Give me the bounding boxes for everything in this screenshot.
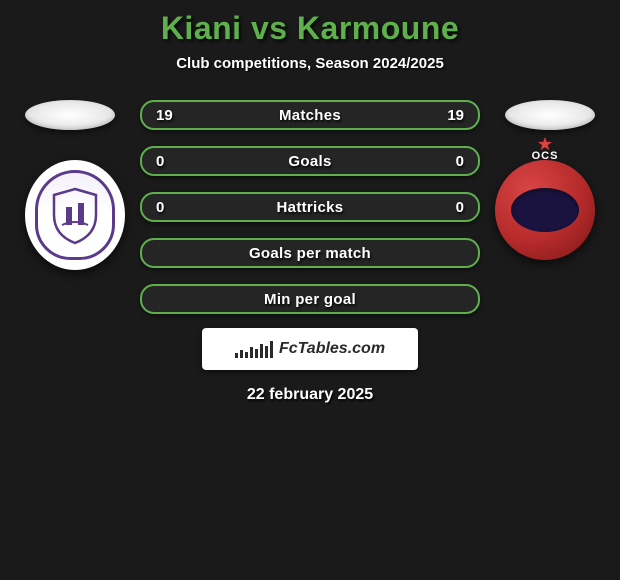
- team-right-badge-inner: [511, 188, 579, 232]
- logo-bar: [245, 352, 248, 358]
- subtitle: Club competitions, Season 2024/2025: [176, 55, 444, 72]
- stat-label: Matches: [279, 107, 341, 124]
- team-right-badge: ★ OCS: [495, 160, 595, 260]
- main-row: 19 Matches 19 0 Goals 0 0 Hattricks 0 Goals per m…: [0, 100, 620, 314]
- ellipse-marker-right: [505, 100, 595, 130]
- team-left-badge-inner: [35, 170, 115, 260]
- shield-icon: [48, 185, 102, 245]
- bar-chart-icon: [235, 340, 273, 358]
- stat-bar-goals-per-match: Goals per match: [140, 238, 480, 268]
- stat-bar-min-per-goal: Min per goal: [140, 284, 480, 314]
- logo-bar: [255, 349, 258, 358]
- comparison-date: 22 february 2025: [247, 386, 373, 404]
- page-title: Kiani vs Karmoune: [161, 10, 459, 47]
- stat-label: Goals per match: [249, 245, 371, 262]
- team-left-column: [15, 100, 135, 270]
- logo-bar: [235, 353, 238, 358]
- team-left-badge: [25, 160, 125, 270]
- stat-right-value: 19: [447, 107, 464, 124]
- logo-bar: [240, 350, 243, 358]
- stat-bar-hattricks: 0 Hattricks 0: [140, 192, 480, 222]
- stat-left-value: 0: [156, 199, 164, 216]
- brand-name: FcTables.com: [279, 340, 385, 358]
- stat-left-value: 0: [156, 153, 164, 170]
- stat-right-value: 0: [456, 199, 464, 216]
- stat-label: Hattricks: [277, 199, 344, 216]
- stat-right-value: 0: [456, 153, 464, 170]
- stat-label: Goals: [288, 153, 331, 170]
- stat-left-value: 19: [156, 107, 173, 124]
- stats-column: 19 Matches 19 0 Goals 0 0 Hattricks 0 Goals per m…: [135, 100, 485, 314]
- brand-logo[interactable]: FcTables.com: [202, 328, 418, 370]
- team-right-column: ★ OCS: [485, 100, 605, 260]
- stat-bar-goals: 0 Goals 0: [140, 146, 480, 176]
- team-right-badge-text: OCS: [532, 150, 559, 162]
- logo-bar: [265, 346, 268, 358]
- logo-bar: [250, 347, 253, 358]
- stat-label: Min per goal: [264, 291, 356, 308]
- logo-bar: [270, 341, 273, 358]
- comparison-card: Kiani vs Karmoune Club competitions, Sea…: [0, 0, 620, 404]
- logo-bar: [260, 344, 263, 358]
- stat-bar-matches: 19 Matches 19: [140, 100, 480, 130]
- ellipse-marker-left: [25, 100, 115, 130]
